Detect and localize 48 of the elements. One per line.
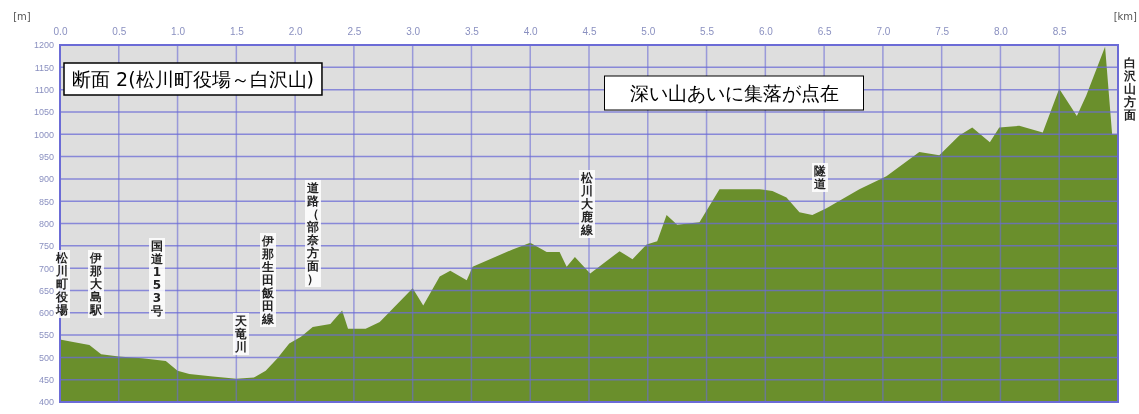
x-tick-label: 1.5 [229,26,245,37]
y-tick-label: 900 [38,174,54,185]
x-tick-label: 7.0 [876,26,891,37]
y-axis-title: [m] [13,11,31,22]
y-tick-label: 1100 [34,85,54,95]
annotation: 松川大鹿線 [580,171,594,237]
y-tick-label: 1200 [33,40,54,51]
x-tick-label: 1.0 [171,26,186,37]
x-tick-label: 2.5 [347,26,362,37]
y-tick-label: 700 [38,263,54,274]
x-tick-label: 7.5 [935,26,950,37]
annotation: 伊那大島駅 [89,251,103,317]
annotation: 天竜川 [234,314,248,354]
x-tick-label: 6.0 [758,26,774,37]
x-tick-label: 8.5 [1052,26,1068,37]
text: 断面 2(松川町役場～白沢山) [72,68,314,90]
y-tick-label: 800 [38,218,54,229]
x-tick-label: 3.0 [406,26,421,37]
y-tick-label: 550 [38,330,54,341]
x-tick-label: 5.5 [700,26,715,37]
text: 白沢山方面 [1123,56,1137,122]
x-tick-label: 5.0 [641,26,656,37]
y-tick-label: 950 [38,151,54,162]
x-tick-label: 3.5 [464,26,480,37]
x-tick-label: 4.0 [523,26,539,37]
y-tick-label: 500 [38,352,54,363]
annotation: 松川町役場 [55,251,69,317]
x-tick-label: 0.5 [112,26,127,37]
y-tick-label: 750 [38,241,54,252]
y-tick-label: 650 [38,285,54,296]
y-tick-label: 600 [38,308,54,319]
y-tick-label: 1150 [34,62,54,73]
annotation: 国道153号 [150,239,164,318]
x-tick-label: 6.5 [817,26,832,37]
x-tick-label: 2.0 [288,26,303,37]
annotation: 伊那生田飯田線 [261,234,275,326]
annotation: 深い山あいに集落が点在 [629,82,839,104]
annotation: 隧道 [813,164,827,191]
x-tick-label: 0.0 [53,26,68,37]
x-axis-title: [km] [1113,11,1138,22]
y-tick-label: 400 [38,397,54,408]
y-tick-label: 1050 [33,107,54,118]
y-tick-label: 1000 [33,129,54,140]
x-tick-label: 8.0 [993,26,1009,37]
annotation: 道路（部奈方面） [306,181,320,286]
y-tick-label: 850 [38,196,54,207]
y-tick-label: 450 [38,375,54,386]
x-tick-label: 4.5 [582,26,597,37]
